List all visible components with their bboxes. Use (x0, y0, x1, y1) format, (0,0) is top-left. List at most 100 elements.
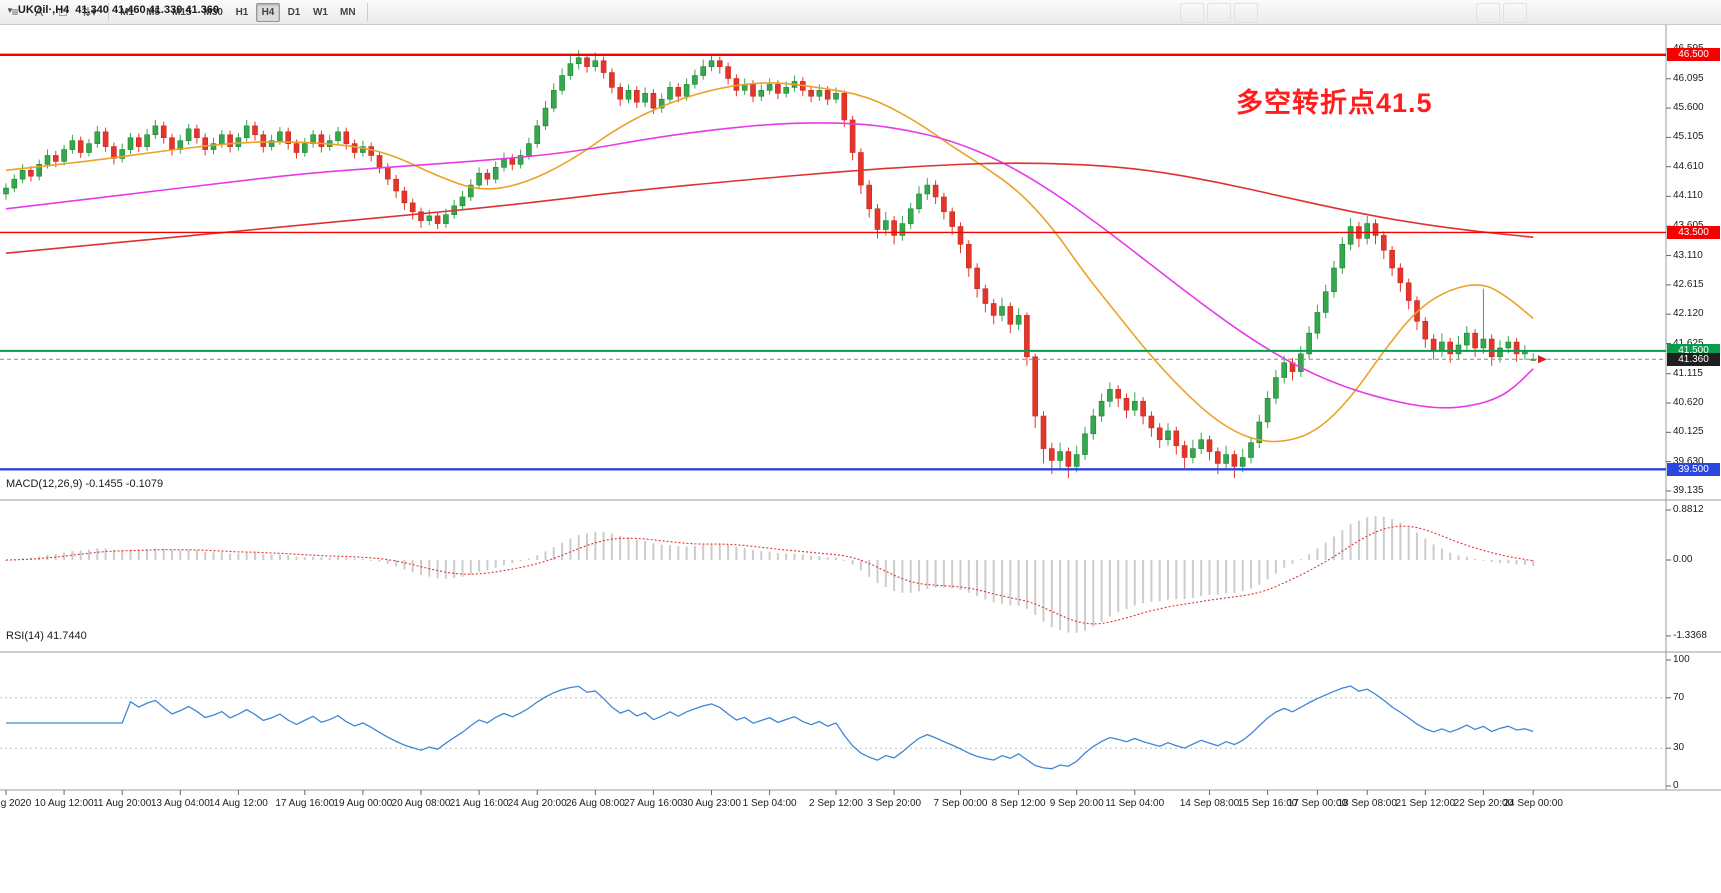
candle-body (169, 137, 175, 150)
candle-body (1273, 377, 1279, 399)
arrows-icon[interactable]: ⇅▾ (81, 5, 98, 19)
candle-body (1190, 448, 1196, 458)
macd-histogram-bar (859, 560, 862, 571)
macd-histogram-bar (1017, 560, 1020, 606)
macd-histogram-bar (1324, 542, 1327, 560)
candle-body (650, 92, 657, 109)
candle-body (1065, 451, 1072, 467)
candle-body (592, 60, 599, 67)
candle-body (783, 87, 790, 94)
macd-histogram-bar (486, 560, 489, 571)
macd-histogram-bar (403, 560, 406, 570)
toolbar-separator (366, 3, 368, 21)
macd-histogram-bar (420, 560, 422, 576)
candle-body (401, 190, 408, 204)
timeframe-button-w1[interactable]: W1 (312, 6, 328, 18)
macd-histogram-bar (1449, 552, 1452, 560)
macd-histogram-bar (5, 560, 7, 561)
candle-body (1156, 427, 1163, 441)
timeframe-button-m15[interactable]: M15 (172, 6, 192, 18)
candle-body (160, 125, 167, 139)
macd-histogram-bar (1316, 548, 1319, 560)
candle-body (559, 75, 565, 91)
candle-body (360, 146, 366, 153)
candle-body (600, 60, 607, 73)
macd-histogram-bar (1233, 560, 1236, 593)
candle-body (1497, 347, 1503, 358)
candle-body (77, 140, 84, 153)
macd-histogram-bar (287, 555, 290, 560)
current-price-marker (1538, 355, 1547, 364)
lines-icon[interactable]: ≡ (11, 5, 19, 19)
candle-body (1215, 451, 1221, 464)
candle-body (1032, 356, 1038, 417)
timeframe-button-m30[interactable]: M30 (203, 6, 223, 18)
timeframe-button-d1[interactable]: D1 (287, 6, 301, 18)
macd-histogram-bar (1424, 538, 1427, 560)
timeframe-button-mn[interactable]: MN (339, 6, 356, 18)
macd-histogram-bar (1208, 560, 1211, 595)
chart-area[interactable]: ▼ UKOil·,H4 41.340 41.460 41.330 41.360 MA… (0, 4, 1721, 893)
macd-histogram-bar (1457, 555, 1460, 560)
box-icon[interactable]: □ (59, 5, 67, 19)
macd-histogram-bar (370, 560, 373, 561)
candle-body (517, 155, 524, 165)
candle-body (924, 184, 931, 195)
macd-histogram-bar (436, 560, 439, 579)
macd-histogram-bar (278, 554, 281, 560)
macd-histogram-bar (1225, 560, 1228, 594)
candle-body (824, 90, 831, 100)
candle-body (1181, 445, 1188, 458)
candle-body (459, 196, 466, 207)
candle-body (509, 158, 516, 165)
macd-histogram-bar (1108, 560, 1111, 617)
macd-histogram-bar (1059, 560, 1062, 630)
macd-histogram-bar (810, 555, 813, 560)
macd-histogram-bar (1042, 560, 1045, 622)
macd-histogram-bar (586, 533, 588, 560)
macd-histogram-bar (212, 552, 215, 560)
macd-histogram-bar (353, 558, 356, 560)
macd-histogram-bar (851, 560, 854, 565)
candle-body (1298, 353, 1304, 372)
candle-body (866, 184, 873, 210)
candle-body (1447, 341, 1453, 355)
candle-body (949, 211, 956, 227)
candle-body (1455, 344, 1462, 355)
timeframe-button-m5[interactable]: M5 (146, 6, 161, 18)
letter-a-icon[interactable]: A (34, 5, 43, 19)
timeframe-button-m1[interactable]: M1 (120, 6, 135, 18)
macd-histogram-bar (1416, 532, 1418, 560)
candle-body (202, 137, 208, 150)
toolbar-disabled-buttons (1180, 3, 1261, 23)
macd-histogram-bar (378, 560, 381, 562)
macd-histogram-bar (162, 548, 165, 560)
macd-histogram-bar (1175, 560, 1178, 600)
macd-histogram-bar (345, 557, 348, 560)
candle-body (119, 149, 125, 159)
candle-body (61, 149, 67, 162)
candle-body (384, 167, 391, 180)
macd-histogram-bar (1167, 560, 1169, 600)
timeframe-button-h4[interactable]: H4 (255, 2, 280, 22)
timeframe-button-h1[interactable]: H1 (235, 6, 249, 18)
macd-histogram-bar (826, 557, 829, 560)
macd-histogram-bar (1142, 560, 1145, 604)
candle-body (899, 223, 906, 236)
candle-body (932, 184, 939, 198)
macd-histogram-bar (395, 560, 398, 567)
candle-body (1414, 300, 1420, 322)
candle-body (1223, 454, 1229, 464)
macd-histogram-bar (776, 553, 779, 560)
candle-body (1165, 430, 1171, 441)
macd-histogram-bar (1025, 560, 1028, 609)
candle-body (1073, 454, 1080, 467)
candle-body (1248, 442, 1254, 458)
macd-histogram-bar (187, 549, 190, 560)
macd-histogram-bar (129, 549, 132, 560)
candle-body (692, 75, 698, 85)
macd-signal-line (5, 525, 1534, 625)
candle-body (758, 90, 765, 97)
macd-histogram-bar (361, 558, 364, 560)
